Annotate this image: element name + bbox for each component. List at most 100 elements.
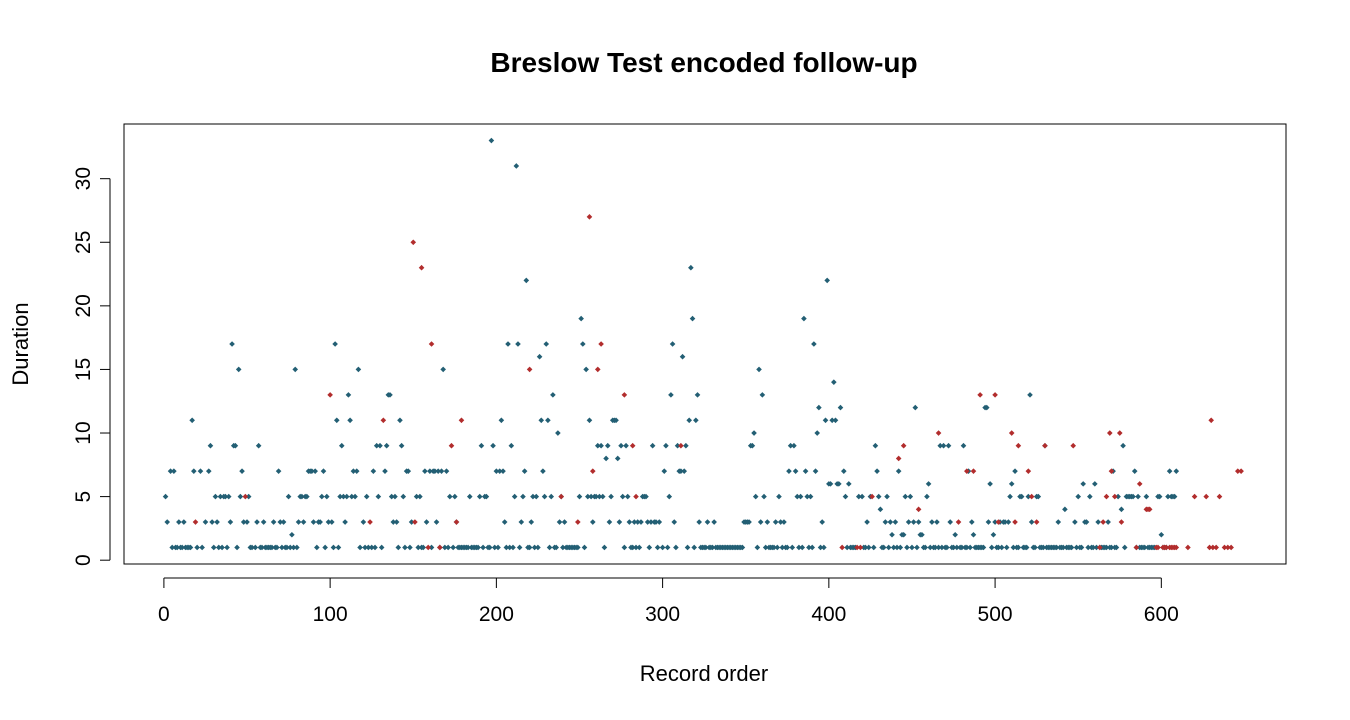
data-point bbox=[237, 493, 244, 500]
data-point bbox=[244, 519, 250, 525]
data-point bbox=[919, 531, 925, 538]
data-point bbox=[205, 468, 212, 474]
data-point bbox=[671, 519, 678, 525]
data-point bbox=[225, 493, 232, 500]
data-point bbox=[428, 341, 435, 347]
data-point bbox=[1228, 544, 1234, 551]
data-point bbox=[1163, 544, 1170, 551]
data-point bbox=[575, 544, 581, 551]
data-point bbox=[589, 519, 596, 525]
data-point bbox=[1121, 544, 1128, 551]
data-point bbox=[1007, 493, 1013, 500]
data-point bbox=[935, 544, 942, 551]
data-point bbox=[398, 442, 405, 449]
data-point bbox=[1234, 468, 1241, 474]
data-point bbox=[751, 430, 757, 436]
data-point bbox=[443, 468, 450, 474]
data-point bbox=[992, 392, 998, 398]
data-point bbox=[410, 239, 417, 246]
data-point bbox=[556, 519, 563, 525]
data-point bbox=[1213, 544, 1219, 551]
data-point bbox=[694, 392, 701, 398]
data-point bbox=[885, 544, 892, 551]
data-point bbox=[217, 493, 224, 500]
data-point bbox=[1012, 468, 1018, 474]
data-point bbox=[239, 468, 245, 474]
data-point bbox=[829, 417, 835, 424]
data-point bbox=[1105, 519, 1111, 525]
data-point bbox=[498, 417, 505, 424]
data-point bbox=[417, 493, 423, 500]
data-point bbox=[405, 468, 412, 474]
data-point bbox=[234, 544, 240, 551]
data-point bbox=[666, 493, 673, 500]
data-point bbox=[538, 417, 545, 424]
data-point bbox=[950, 544, 957, 551]
data-point bbox=[1135, 493, 1141, 500]
data-point bbox=[902, 493, 909, 500]
data-point bbox=[224, 544, 230, 551]
data-point bbox=[558, 493, 565, 500]
data-point bbox=[1103, 493, 1110, 500]
data-point bbox=[1015, 442, 1022, 449]
data-point bbox=[945, 442, 952, 449]
data-point bbox=[857, 544, 864, 551]
data-point bbox=[797, 493, 804, 500]
data-point bbox=[287, 544, 294, 551]
data-point bbox=[536, 353, 543, 360]
data-point bbox=[309, 468, 315, 474]
data-point bbox=[824, 277, 830, 284]
data-point bbox=[362, 544, 368, 551]
data-point bbox=[1028, 519, 1035, 525]
data-point bbox=[370, 468, 377, 474]
data-point bbox=[1035, 493, 1042, 500]
data-point bbox=[1103, 544, 1110, 551]
data-point bbox=[777, 519, 784, 525]
data-point bbox=[1203, 493, 1210, 500]
data-point bbox=[638, 519, 644, 525]
data-point bbox=[510, 544, 516, 551]
data-point bbox=[796, 544, 802, 551]
data-point bbox=[987, 481, 993, 487]
data-point bbox=[599, 493, 606, 500]
data-point bbox=[328, 519, 335, 525]
data-point bbox=[1015, 544, 1022, 551]
data-point bbox=[1055, 519, 1062, 525]
data-point bbox=[500, 468, 506, 474]
data-point bbox=[269, 544, 275, 551]
y-tick-label: 20 bbox=[72, 294, 95, 317]
data-point bbox=[624, 493, 631, 500]
data-point bbox=[841, 468, 847, 474]
data-point bbox=[254, 519, 260, 525]
data-point bbox=[448, 442, 455, 449]
data-point bbox=[811, 341, 817, 347]
data-point bbox=[895, 468, 902, 474]
data-point bbox=[1115, 493, 1121, 500]
plot-frame bbox=[123, 123, 1287, 565]
data-point bbox=[285, 493, 292, 500]
data-point bbox=[836, 481, 842, 487]
data-point bbox=[589, 468, 596, 474]
data-point bbox=[171, 468, 177, 474]
data-point bbox=[515, 341, 521, 347]
y-tick-label: 15 bbox=[72, 358, 95, 381]
data-point bbox=[545, 417, 551, 424]
data-point bbox=[1023, 544, 1030, 551]
data-point bbox=[678, 468, 684, 474]
data-point bbox=[181, 519, 187, 525]
data-point bbox=[653, 519, 659, 525]
data-point bbox=[480, 544, 486, 551]
data-point bbox=[806, 544, 812, 551]
data-point bbox=[862, 544, 869, 551]
data-point bbox=[506, 544, 513, 551]
data-point bbox=[453, 519, 460, 525]
data-point bbox=[189, 417, 195, 424]
data-point bbox=[1002, 519, 1008, 525]
data-point bbox=[586, 417, 593, 424]
data-point bbox=[270, 519, 277, 525]
data-point bbox=[922, 544, 929, 551]
data-point bbox=[634, 519, 641, 525]
data-point bbox=[934, 519, 940, 525]
data-point bbox=[872, 442, 879, 449]
data-point bbox=[1173, 544, 1180, 551]
